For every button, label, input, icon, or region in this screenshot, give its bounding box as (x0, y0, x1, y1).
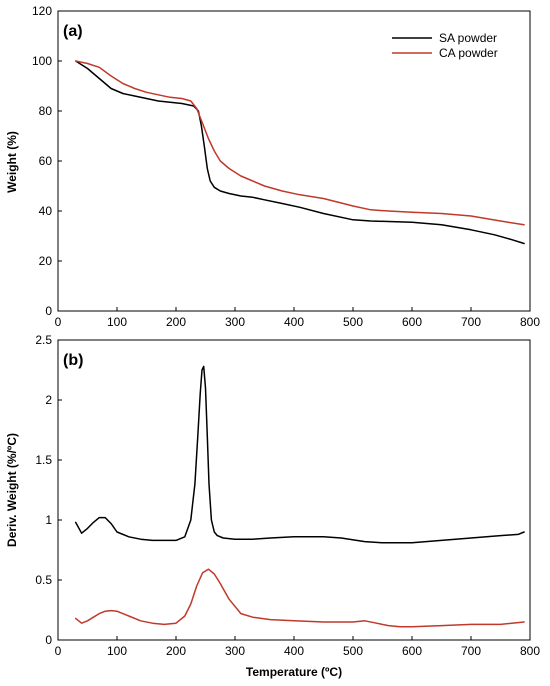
series-line-ca-powder (74, 60, 525, 226)
series-line-curve-2 (74, 568, 525, 628)
panel-b-x-ticks: 0 100 200 300 400 500 600 700 800 (55, 636, 540, 658)
x-tick-label: 200 (166, 315, 186, 329)
x-tick-label: 200 (166, 644, 186, 658)
legend-entry-sa-powder: SA powder (392, 31, 497, 45)
panel-a-x-ticks: 0 100 200 300 400 500 600 700 800 (55, 307, 540, 329)
x-tick-label: 600 (402, 315, 422, 329)
legend-entry-ca-powder: CA powder (392, 46, 498, 60)
y-tick-label: 60 (39, 154, 53, 168)
x-tick-label: 800 (520, 644, 540, 658)
y-tick-label: 0 (45, 304, 52, 318)
panel-b-y-ticks: 0 0.5 1 1.5 2 2.5 (35, 333, 62, 647)
x-tick-label: 800 (520, 315, 540, 329)
y-tick-label: 2 (45, 393, 52, 407)
panel-a-label: (a) (63, 23, 83, 40)
x-tick-label: 400 (284, 315, 304, 329)
legend-label-sa-powder: SA powder (439, 31, 497, 45)
panel-b-label: (b) (63, 352, 83, 369)
y-tick-label: 1 (45, 513, 52, 527)
panel-b-y-axis-title: Deriv. Weight (%/ºC) (5, 433, 19, 547)
y-tick-label: 0.5 (35, 573, 52, 587)
y-tick-label: 0 (45, 633, 52, 647)
legend-label-ca-powder: CA powder (439, 46, 498, 60)
y-tick-label: 2.5 (35, 333, 52, 347)
x-tick-label: 300 (225, 644, 245, 658)
panel-b-x-axis-title: Temperature (ºC) (246, 665, 342, 679)
panel-a: 0 100 200 300 400 500 600 700 800 0 20 40 60 80 100 12… (5, 4, 540, 329)
legend: SA powder CA powder (392, 31, 498, 60)
panel-b: 0 100 200 300 400 500 600 700 800 0 0.5 1 1.5 2 2.5 (… (5, 333, 540, 679)
x-tick-label: 500 (343, 644, 363, 658)
x-tick-label: 0 (55, 644, 62, 658)
y-tick-label: 40 (39, 204, 53, 218)
x-tick-label: 700 (461, 644, 481, 658)
y-tick-label: 1.5 (35, 453, 52, 467)
x-tick-label: 0 (55, 315, 62, 329)
panel-a-y-ticks: 0 20 40 60 80 100 120 (32, 4, 62, 318)
x-tick-label: 700 (461, 315, 481, 329)
y-tick-label: 100 (32, 54, 52, 68)
y-tick-label: 20 (39, 254, 53, 268)
panel-a-y-axis-title: Weight (%) (5, 131, 19, 193)
x-tick-label: 500 (343, 315, 363, 329)
x-tick-label: 400 (284, 644, 304, 658)
x-tick-label: 300 (225, 315, 245, 329)
y-tick-label: 80 (39, 104, 53, 118)
series-line-sa-powder (74, 60, 525, 245)
series-line-curve-1 (74, 365, 525, 544)
panel-b-series-lines (74, 365, 525, 628)
x-tick-label: 100 (107, 315, 127, 329)
panel-a-series-lines (74, 60, 525, 245)
x-tick-label: 100 (107, 644, 127, 658)
y-tick-label: 120 (32, 4, 52, 18)
x-tick-label: 600 (402, 644, 422, 658)
